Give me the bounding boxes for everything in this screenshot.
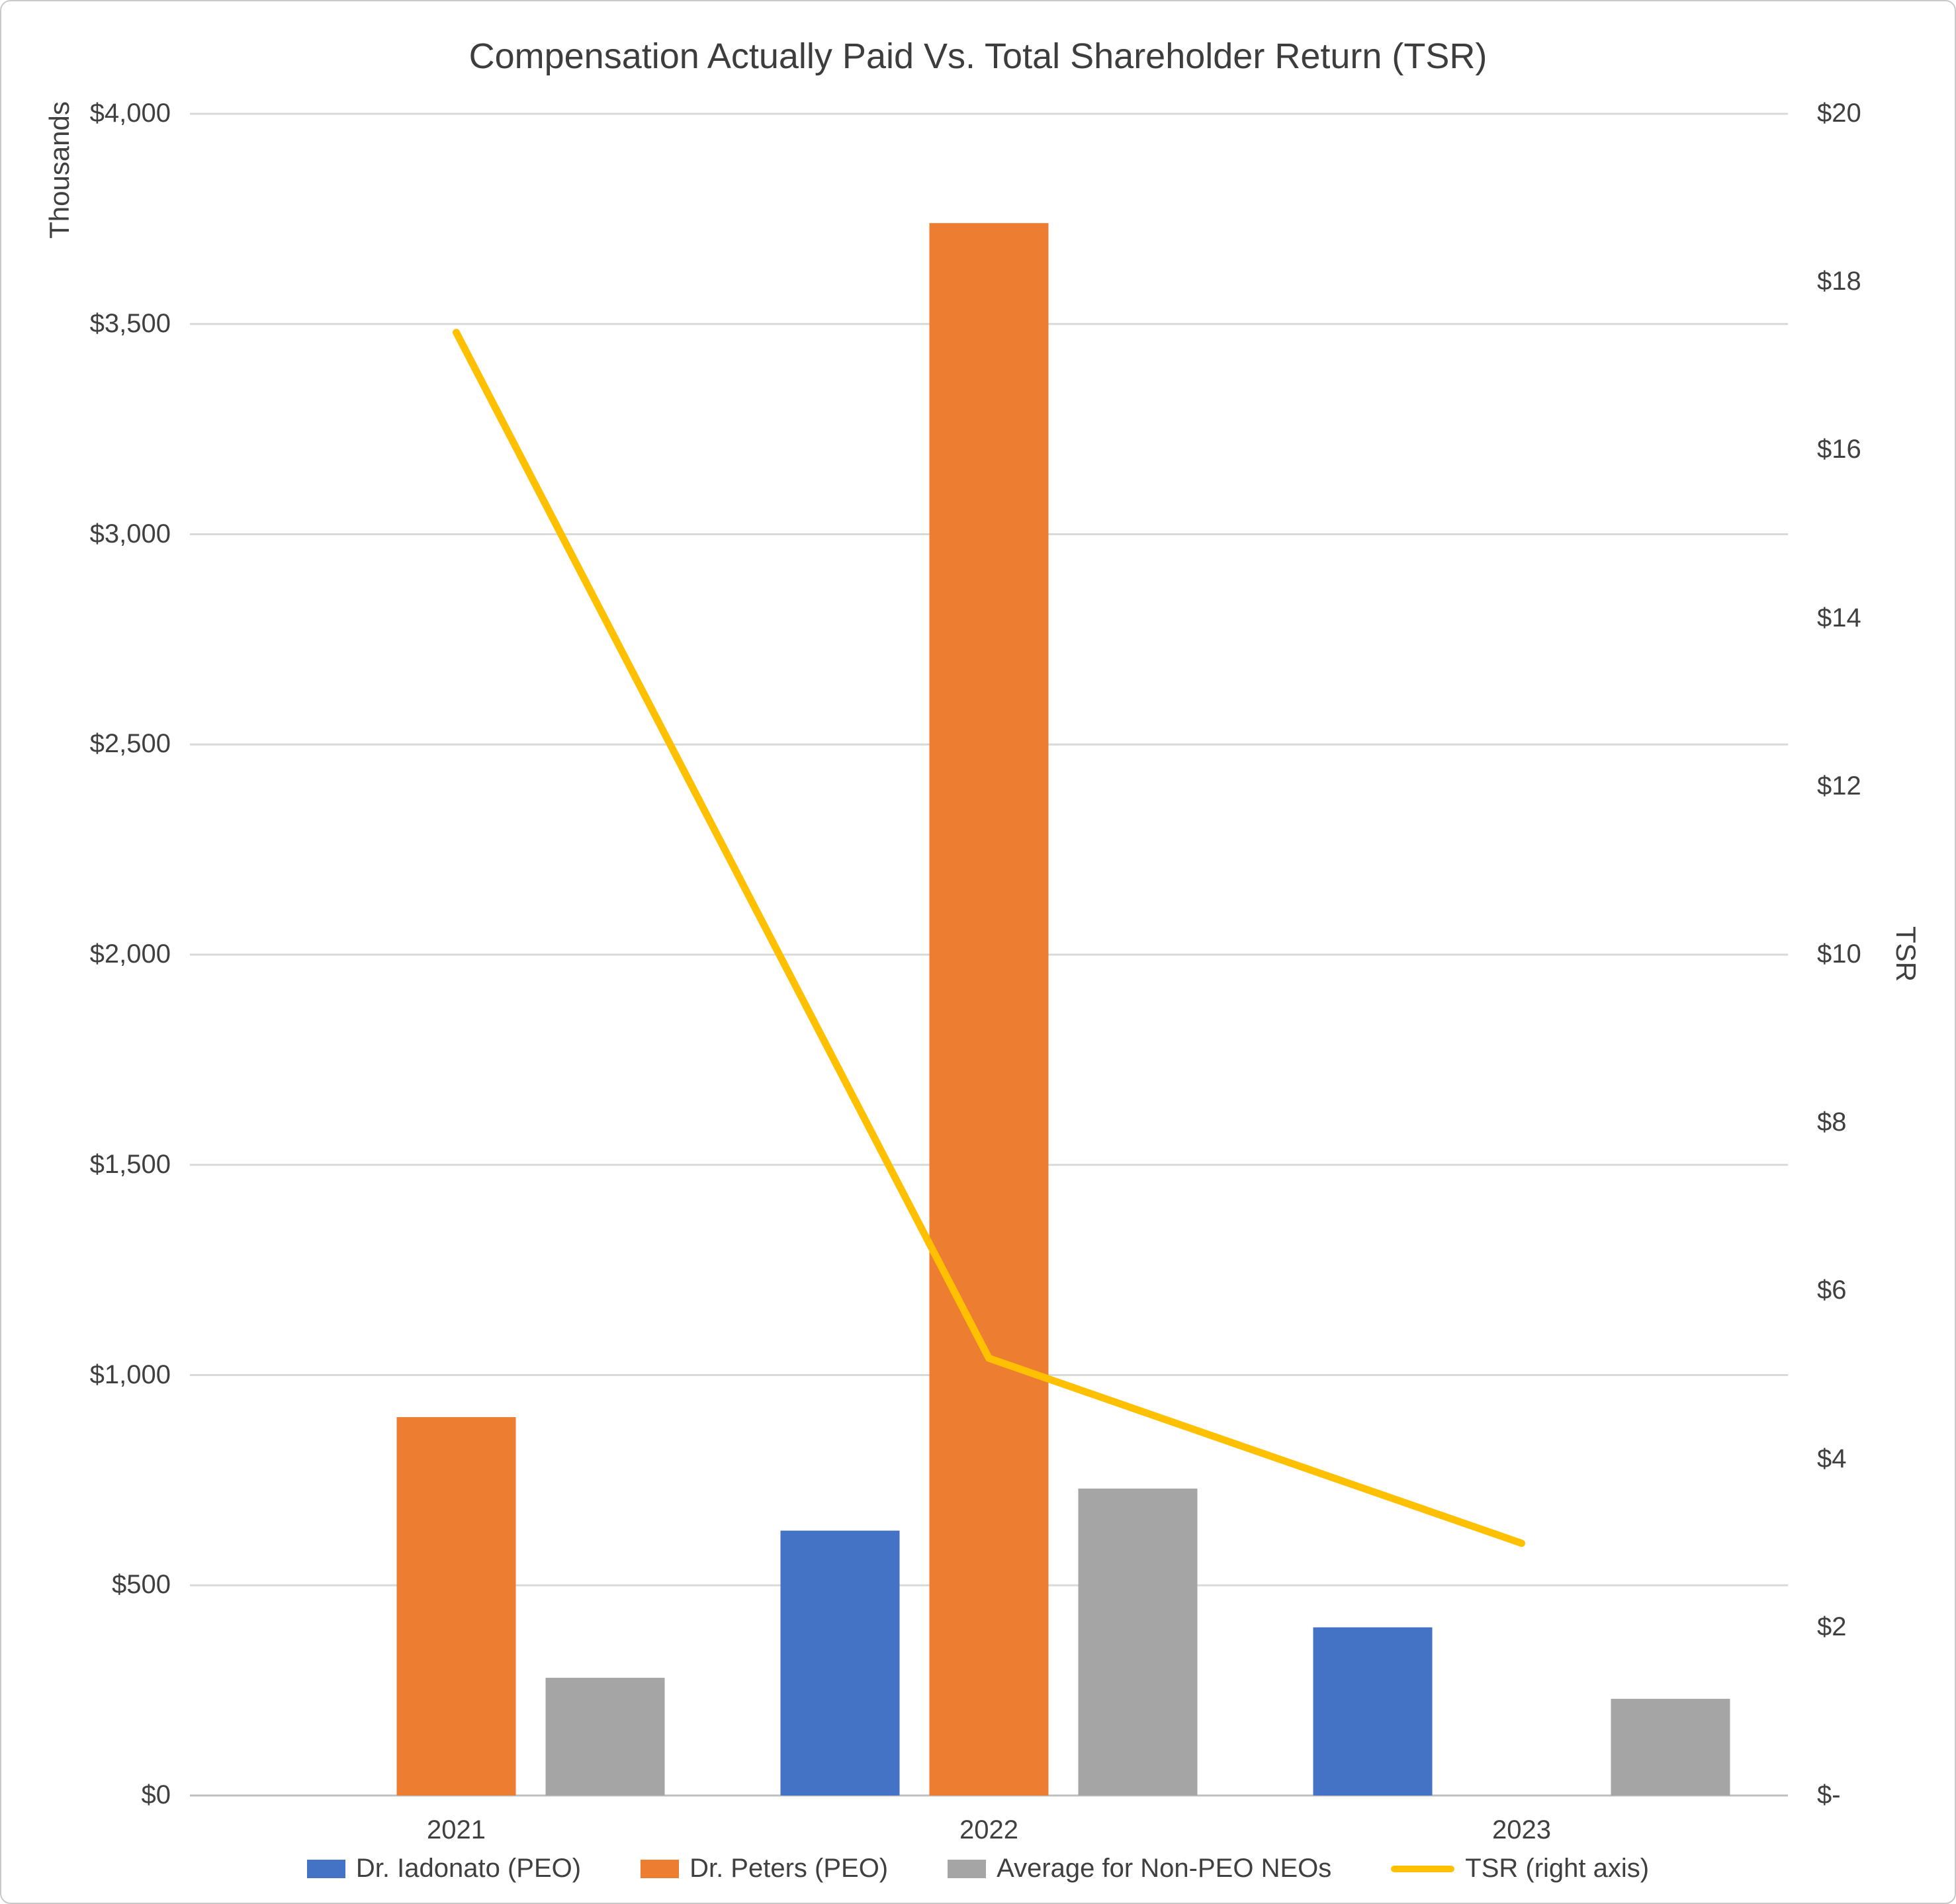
bar-dr-peters-peo-2021 [396,1417,516,1796]
left-axis-tick: $2,500 [89,729,171,759]
right-axis-tick: $16 [1817,435,1861,464]
left-axis-tick: $500 [112,1570,171,1600]
legend-line-marker-icon [1391,1865,1455,1872]
legend-label: Average for Non-PEO NEOs [997,1854,1332,1883]
left-axis-tick: $1,500 [89,1149,171,1179]
x-axis-label-2022: 2022 [959,1815,1018,1844]
right-axis-tick: $8 [1817,1107,1847,1137]
bar-dr-iadonato-peo-2022 [780,1530,900,1796]
legend-label: Dr. Iadonato (PEO) [355,1854,582,1883]
left-axis-tick: $4,000 [89,99,171,128]
left-axis-tick: $1,000 [89,1360,171,1389]
legend-item-tsr-right-axis: TSR (right axis) [1391,1854,1649,1883]
left-axis-tick: $3,500 [89,308,171,338]
right-axis-tick: $2 [1817,1612,1847,1641]
legend-swatch-icon [641,1859,680,1878]
legend-swatch-icon [306,1859,345,1878]
right-axis-tick: $10 [1817,939,1861,969]
legend-label: TSR (right axis) [1465,1854,1650,1883]
right-axis-tick: $6 [1817,1276,1847,1305]
legend-item-dr-iadonato-peo: Dr. Iadonato (PEO) [306,1854,582,1883]
bar-average-for-non-peo-neos-2021 [545,1678,665,1796]
bar-average-for-non-peo-neos-2023 [1611,1698,1730,1796]
right-axis-tick: $20 [1817,99,1861,128]
left-axis-tick: $0 [141,1780,171,1809]
x-axis-label-2021: 2021 [427,1815,486,1844]
line-tsr-right-axis [453,328,1525,1547]
bar-average-for-non-peo-neos-2022 [1078,1489,1198,1796]
legend-label: Dr. Peters (PEO) [689,1854,889,1883]
legend-swatch-icon [948,1859,987,1878]
legend-item-average-for-non-peo-neos: Average for Non-PEO NEOs [948,1854,1331,1883]
x-axis-label-2023: 2023 [1492,1815,1551,1844]
bar-dr-iadonato-peo-2023 [1313,1627,1433,1796]
right-axis-tick: $18 [1817,267,1861,296]
legend-item-dr-peters-peo: Dr. Peters (PEO) [641,1854,888,1883]
right-axis-tick: $12 [1817,771,1861,801]
legend: Dr. Iadonato (PEO) Dr. Peters (PEO) Averag… [1,1854,1955,1883]
left-axis-tick: $3,000 [89,519,171,548]
right-axis-tick: $14 [1817,603,1861,632]
right-axis-tick: $- [1817,1780,1841,1809]
left-axis-tick: $2,000 [89,939,171,969]
right-axis-tick: $4 [1817,1444,1847,1473]
chart-title: Compensation Actually Paid Vs. Total Sha… [468,36,1488,76]
bar-dr-peters-peo-2022 [929,223,1049,1796]
